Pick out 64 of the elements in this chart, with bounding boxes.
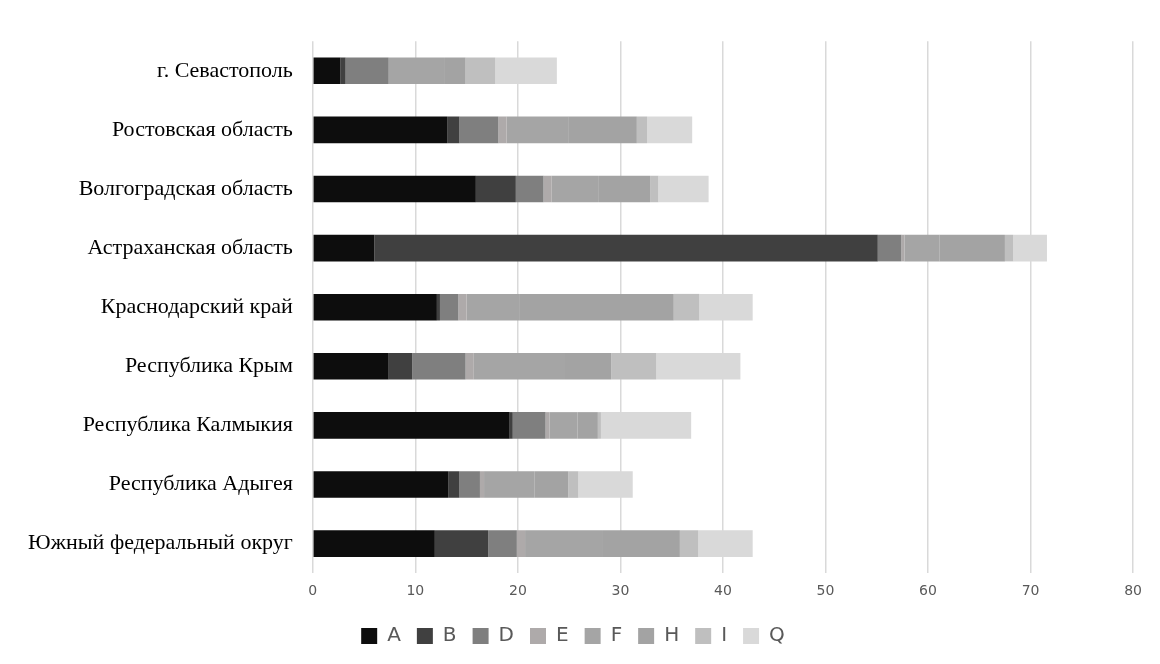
bar	[673, 293, 700, 321]
legend-label: E	[555, 622, 569, 647]
bar	[447, 116, 460, 144]
legend-label: B	[442, 622, 457, 647]
bar	[597, 412, 601, 439]
x-tick-label: 20	[508, 582, 527, 599]
bar	[568, 471, 579, 498]
bar	[650, 175, 659, 203]
y-tick-label: Волгоградская область	[78, 174, 293, 200]
bar	[658, 175, 709, 203]
bar	[611, 353, 657, 380]
y-tick-label: г. Севастополь	[157, 56, 293, 82]
bar	[388, 353, 413, 380]
bar	[313, 353, 389, 380]
x-tick-label: 60	[919, 582, 937, 599]
y-tick-label: Краснодарский край	[100, 292, 294, 318]
bar	[340, 57, 346, 85]
bar	[448, 471, 460, 498]
x-tick-label: 70	[1021, 582, 1040, 599]
bar	[313, 57, 341, 85]
x-tick-label: 50	[816, 582, 835, 599]
bar	[1004, 234, 1014, 262]
y-tick-label: Республика Адыгея	[108, 470, 293, 496]
bar	[345, 57, 389, 85]
bar	[512, 412, 546, 439]
bar	[374, 234, 878, 262]
bar	[636, 116, 648, 144]
y-tick-label: Астраханская область	[87, 233, 293, 259]
bar	[488, 530, 517, 557]
bar	[459, 471, 480, 498]
x-tick-label: 80	[1124, 582, 1143, 599]
bar	[412, 353, 466, 380]
bar	[439, 293, 459, 321]
bar	[434, 530, 489, 557]
bar	[475, 175, 516, 203]
y-tick-label: Республика Крым	[124, 352, 293, 378]
y-tick-label: Южный федеральный округ	[27, 529, 293, 555]
legend-label: A	[387, 622, 402, 647]
bar	[465, 57, 496, 85]
y-tick-label: Республика Калмыкия	[82, 411, 293, 437]
x-tick-label: 0	[308, 582, 318, 599]
bar	[313, 234, 375, 262]
legend-label: H	[664, 622, 680, 647]
bar	[313, 175, 476, 203]
x-tick-label: 10	[406, 582, 425, 599]
bar	[515, 175, 544, 203]
y-tick-label: Ростовская область	[111, 115, 293, 141]
bar	[313, 412, 510, 439]
bar	[313, 293, 437, 321]
legend-label: F	[610, 622, 623, 647]
bar	[436, 293, 440, 321]
bar	[313, 471, 449, 498]
legend-label: Q	[769, 622, 785, 647]
bar	[459, 116, 499, 144]
legend-label: I	[721, 622, 728, 647]
bar	[313, 116, 448, 144]
bar	[509, 412, 513, 439]
bar	[313, 530, 435, 557]
x-tick-label: 30	[611, 582, 630, 599]
bar	[679, 530, 699, 557]
bar	[877, 234, 902, 262]
x-tick-label: 40	[714, 582, 732, 599]
legend-label: D	[498, 622, 514, 647]
bar	[647, 116, 693, 144]
